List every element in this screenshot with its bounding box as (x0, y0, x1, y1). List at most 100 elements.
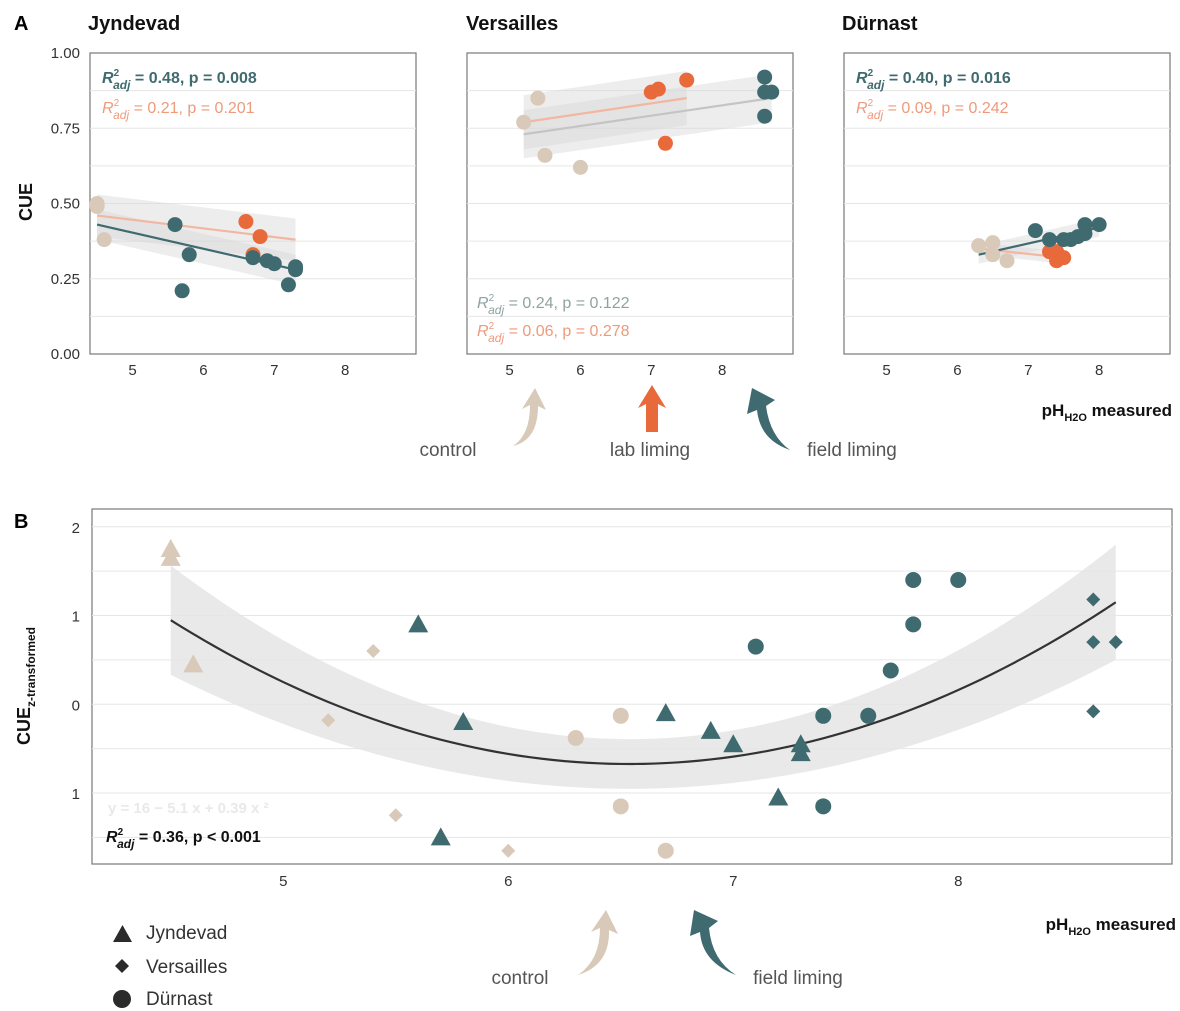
quadratic-fit-line (170, 601, 1117, 766)
fit-equation: y = 16 − 5.1 x + 0.39 x ² (108, 800, 269, 817)
data-point-field-liming (1091, 217, 1107, 233)
data-point-jyndevad (430, 827, 451, 846)
y-tick-label: 0.25 (51, 271, 80, 288)
data-point-jyndevad (790, 743, 811, 762)
fit-line-lab-liming (523, 97, 687, 124)
x-tick-label: 5 (128, 362, 136, 379)
x-tick-label: 8 (1095, 362, 1103, 379)
field-liming-arrow-icon (747, 388, 790, 450)
panel-b-treatment-label-control: control (491, 968, 548, 989)
x-tick-label: 6 (953, 362, 961, 379)
data-point-lab-liming (238, 214, 254, 230)
data-point-field-liming (174, 283, 190, 299)
legend-triangle-icon (113, 925, 132, 942)
confidence-ribbon (170, 544, 1116, 789)
data-point-field-liming (181, 247, 197, 263)
panel-versailles: 5 6 7 8 R2 adj = 0.24, p = 0.122 R2 adj = 0.06,… (466, 52, 794, 379)
x-tick-label: 5 (505, 362, 513, 379)
data-point-jyndevad (453, 712, 474, 730)
y-tick-label: 0.75 (51, 120, 80, 137)
data-point-jyndevad (700, 720, 721, 739)
x-tick-label: 7 (270, 362, 278, 379)
treatment-label-field-liming: field liming (807, 440, 897, 461)
panel-a2-title: Versailles (466, 13, 558, 35)
y-tick-label: 1 (72, 786, 80, 803)
y-tick-label: 0 (72, 697, 80, 714)
data-point-field-liming (167, 217, 183, 233)
data-point-durnast (882, 662, 899, 679)
x-tick-label: 6 (199, 362, 207, 379)
stat-text-field-liming: R2 adj = 0.40, p = 0.016 (856, 68, 1011, 92)
panel-a-y-axis-label: CUE (16, 183, 36, 221)
field-liming-arrow-icon (690, 910, 736, 975)
data-point-control (537, 147, 553, 163)
data-point-control (971, 238, 987, 254)
data-point-field-liming (1027, 223, 1043, 239)
x-label-sub: H2O (1064, 412, 1087, 424)
x-tick-label: 6 (504, 873, 512, 890)
data-point-versailles (501, 843, 516, 858)
data-point-durnast (612, 707, 629, 724)
data-point-jyndevad (723, 734, 744, 753)
treatment-label-control: control (419, 440, 476, 461)
data-point-versailles (1086, 635, 1101, 650)
data-point-field-liming (1077, 217, 1093, 233)
legend: Jyndevad Versailles Dürnast (113, 923, 227, 1010)
panel-jyndevad: 5 6 7 8 0.00 0.25 0.50 0.75 1.00 R2 adj = 0.48, p … (51, 45, 417, 379)
x-label-sub: H2O (1068, 926, 1091, 938)
data-point-jyndevad (655, 703, 676, 722)
panel-b-stat-text: R2 adj = 0.36, p < 0.001 (106, 827, 261, 851)
panel-a-label: A (14, 13, 28, 35)
treatment-label-lab-liming: lab liming (610, 440, 690, 461)
data-point-field-liming (764, 84, 780, 100)
legend-circle-icon (113, 990, 131, 1008)
data-point-jyndevad (768, 787, 789, 806)
x-label-tail: measured (1087, 401, 1172, 420)
stat-text-lab-liming: R2 adj = 0.09, p = 0.242 (856, 98, 1009, 122)
control-arrow-icon (513, 388, 546, 446)
data-point-control (516, 114, 532, 130)
legend-diamond-icon (115, 959, 129, 973)
x-tick-label: 6 (576, 362, 584, 379)
data-point-versailles (388, 808, 403, 823)
data-point-lab-liming (252, 229, 268, 245)
data-point-lab-liming (1056, 250, 1072, 266)
data-point-lab-liming (650, 81, 666, 97)
data-point-control (985, 235, 1001, 251)
data-point-durnast (950, 572, 967, 588)
stat-text-lab-liming: R2 adj = 0.21, p = 0.201 (102, 98, 255, 122)
x-label-main: pH (1042, 401, 1065, 420)
data-point-control (96, 232, 112, 248)
panel-b-treatment-label-field-liming: field liming (753, 968, 843, 989)
x-tick-label: 8 (718, 362, 726, 379)
x-tick-label: 8 (954, 873, 962, 890)
data-point-durnast (905, 572, 922, 588)
y-tick-label: 0.50 (51, 196, 80, 213)
legend-label-versailles: Versailles (146, 957, 227, 978)
data-point-control (89, 199, 105, 215)
stat-text-field-liming: R2 adj = 0.24, p = 0.122 (477, 293, 630, 317)
x-label-main: pH (1046, 915, 1069, 934)
data-point-control (530, 90, 546, 106)
data-point-control (999, 253, 1015, 269)
data-point-versailles (1086, 704, 1101, 719)
data-point-durnast (905, 616, 922, 633)
legend-label-durnast: Dürnast (146, 989, 213, 1010)
panel-b-label: B (14, 511, 28, 533)
panel-a1-title: Jyndevad (88, 13, 180, 35)
data-point-versailles (1108, 635, 1123, 650)
data-point-field-liming (288, 262, 304, 278)
y-label-sub: z-transformed (24, 627, 38, 707)
data-point-control (572, 159, 588, 175)
panel-a3-title: Dürnast (842, 13, 918, 35)
data-point-control (985, 247, 1001, 263)
panel-d-rnast: 5 6 7 8 R2 adj = 0.40, p = 0.016 R2 adj = 0.09,… (843, 52, 1171, 379)
panel-a-plots: 5 6 7 8 0.00 0.25 0.50 0.75 1.00 R2 adj = 0.48, p … (51, 45, 1171, 379)
data-point-durnast (747, 638, 764, 655)
x-tick-label: 5 (882, 362, 890, 379)
panel-b-plot: 5 6 7 8 2 1 0 1 y = 16 − 5.1 x + 0.39 x ² R2 adj =… (72, 508, 1173, 890)
data-point-field-liming (266, 256, 282, 272)
x-tick-label: 8 (341, 362, 349, 379)
lab-liming-arrow-icon (638, 385, 666, 432)
